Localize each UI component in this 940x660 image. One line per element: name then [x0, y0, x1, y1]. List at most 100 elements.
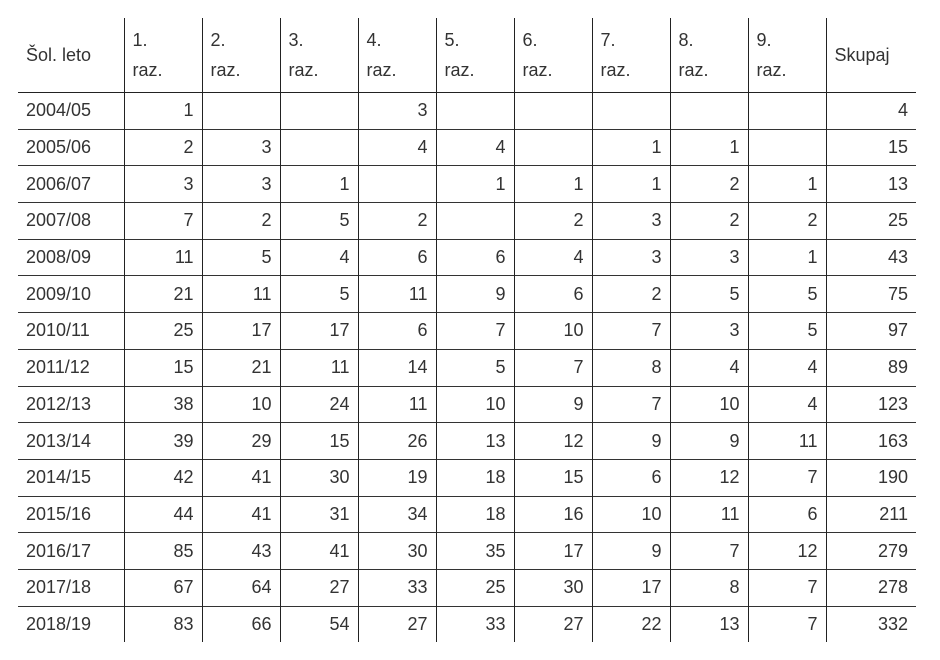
value-cell: 27 [279, 568, 358, 607]
value-cell: 8 [591, 348, 670, 386]
value-cell: 1 [591, 128, 670, 166]
year-cell: 2016/17 [18, 532, 124, 570]
value-cell: 10 [591, 495, 670, 533]
value-cell [513, 128, 592, 166]
value-cell: 3 [357, 92, 436, 130]
year-cell: 2008/09 [18, 238, 124, 276]
value-cell: 10 [435, 385, 514, 423]
value-cell: 6 [435, 238, 514, 276]
value-cell: 7 [123, 202, 202, 240]
value-cell: 43 [201, 532, 280, 570]
value-cell: 66 [201, 605, 280, 643]
value-cell: 279 [825, 532, 916, 570]
value-cell: 34 [357, 495, 436, 533]
header-cell: Šol. leto [18, 18, 124, 93]
table-row: 2007/08 7 2 5 2 2 3 2 2 25 [18, 202, 916, 240]
value-cell: 5 [279, 202, 358, 240]
header-text: 5. raz. [444, 30, 475, 80]
value-cell: 21 [201, 348, 280, 386]
table-row: 2012/13 38 10 24 11 10 9 7 10 4 123 [18, 385, 916, 423]
value-cell: 2 [591, 275, 670, 313]
value-cell: 64 [201, 568, 280, 607]
value-cell: 97 [825, 312, 916, 350]
table-row: 2015/16 44 41 31 34 18 16 10 11 6 211 [18, 495, 916, 533]
value-cell: 3 [201, 128, 280, 166]
value-cell: 41 [201, 458, 280, 497]
value-cell: 7 [513, 348, 592, 386]
header-cell: 8. raz. [669, 18, 748, 93]
value-cell: 11 [357, 385, 436, 423]
header-cell: 1. raz. [123, 18, 202, 93]
value-cell: 211 [825, 495, 916, 533]
value-cell: 7 [669, 532, 748, 570]
value-cell: 2 [357, 202, 436, 240]
value-cell: 75 [825, 275, 916, 313]
value-cell: 9 [591, 532, 670, 570]
value-cell: 38 [123, 385, 202, 423]
value-cell: 43 [825, 238, 916, 276]
value-cell: 15 [513, 458, 592, 497]
value-cell: 25 [435, 568, 514, 607]
value-cell: 4 [279, 238, 358, 276]
value-cell [279, 92, 358, 130]
value-cell: 2 [747, 202, 826, 240]
header-text: Šol. leto [26, 45, 92, 65]
value-cell: 4 [513, 238, 592, 276]
value-cell [357, 165, 436, 203]
value-cell: 7 [435, 312, 514, 350]
value-cell: 4 [435, 128, 514, 166]
value-cell: 10 [513, 312, 592, 350]
value-cell: 17 [591, 568, 670, 607]
value-cell: 11 [123, 238, 202, 276]
header-cell: 6. raz. [513, 18, 592, 93]
value-cell: 11 [357, 275, 436, 313]
value-cell: 30 [513, 568, 592, 607]
table-row: 2004/05 1 3 4 [18, 92, 916, 130]
value-cell: 89 [825, 348, 916, 386]
value-cell: 5 [201, 238, 280, 276]
header-text: 3. raz. [288, 30, 319, 80]
year-cell: 2004/05 [18, 92, 124, 130]
value-cell: 30 [357, 532, 436, 570]
value-cell: 163 [825, 422, 916, 460]
year-cell: 2014/15 [18, 458, 124, 497]
value-cell: 27 [357, 605, 436, 643]
header-cell: 7. raz. [591, 18, 670, 93]
value-cell: 1 [669, 128, 748, 166]
value-cell [669, 92, 748, 130]
header-cell: Skupaj [825, 18, 916, 93]
table-row: 2010/11 25 17 17 6 7 10 7 3 5 97 [18, 312, 916, 350]
value-cell: 6 [357, 312, 436, 350]
table-body: 2004/05 1 3 4 2005/06 2 3 4 4 1 1 15 2006/07 3 3 1 1 1 1 2 1… [18, 92, 916, 643]
value-cell: 4 [357, 128, 436, 166]
year-cell: 2017/18 [18, 568, 124, 607]
value-cell: 1 [747, 165, 826, 203]
value-cell: 11 [279, 348, 358, 386]
value-cell: 5 [669, 275, 748, 313]
value-cell: 44 [123, 495, 202, 533]
value-cell: 15 [279, 422, 358, 460]
value-cell: 7 [591, 385, 670, 423]
value-cell: 14 [357, 348, 436, 386]
header-cell: 2. raz. [201, 18, 280, 93]
value-cell: 2 [201, 202, 280, 240]
value-cell: 5 [747, 312, 826, 350]
value-cell: 11 [669, 495, 748, 533]
table-row: 2009/10 21 11 5 11 9 6 2 5 5 75 [18, 275, 916, 313]
value-cell: 67 [123, 568, 202, 607]
value-cell: 3 [591, 238, 670, 276]
value-cell: 3 [669, 312, 748, 350]
value-cell: 9 [669, 422, 748, 460]
value-cell [435, 92, 514, 130]
header-text: 8. raz. [678, 30, 709, 80]
header-text: Skupaj [834, 45, 890, 65]
value-cell: 5 [747, 275, 826, 313]
value-cell: 190 [825, 458, 916, 497]
value-cell: 25 [825, 202, 916, 240]
value-cell: 4 [747, 385, 826, 423]
value-cell: 1 [435, 165, 514, 203]
table-row: 2017/18 67 64 27 33 25 30 17 8 7 278 [18, 568, 916, 607]
value-cell: 13 [669, 605, 748, 643]
value-cell: 10 [201, 385, 280, 423]
